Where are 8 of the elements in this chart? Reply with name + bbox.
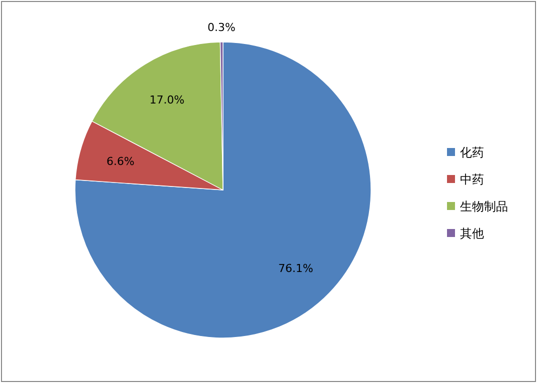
legend-label: 生物制品 xyxy=(460,200,508,214)
legend-label: 化药 xyxy=(460,146,484,160)
legend-label: 中药 xyxy=(460,172,484,186)
data-label: 17.0% xyxy=(150,93,185,106)
data-label: 6.6% xyxy=(106,154,134,168)
data-label: 76.1% xyxy=(278,262,314,275)
data-label: 0.3% xyxy=(207,21,236,34)
legend-label: 其他 xyxy=(460,226,484,240)
